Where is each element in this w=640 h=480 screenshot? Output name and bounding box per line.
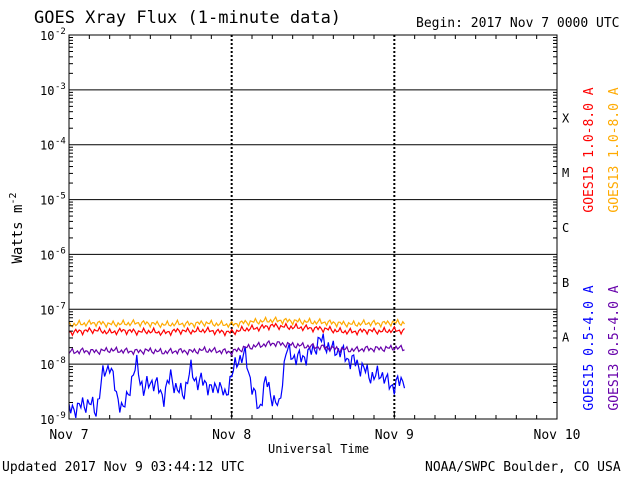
updated-timestamp: Updated 2017 Nov 9 03:44:12 UTC — [2, 460, 245, 475]
y-tick-exponent: -4 — [55, 137, 66, 147]
y-tick-exponent: -6 — [55, 246, 66, 256]
series-line-goes13-1-0-8-0-a — [68, 315, 405, 329]
chart-title: GOES Xray Flux (1-minute data) — [34, 8, 342, 28]
flare-class-label-B: B — [562, 276, 569, 290]
y-tick-label: 10 — [40, 139, 54, 153]
x-tick-label: Nov 9 — [375, 428, 414, 443]
series-line-goes15-1-0-8-0-a — [68, 322, 405, 337]
y-tick-exponent: -8 — [55, 356, 66, 366]
flare-class-label-A: A — [562, 331, 570, 345]
y-axis-label-exponent: -2 — [8, 192, 19, 204]
x-axis-label: Universal Time — [268, 442, 370, 456]
legend: GOES15 1.0-8.0 A GOES13 1.0-8.0 A GOES15 0… — [582, 87, 622, 410]
y-tick-label: 10 — [40, 248, 54, 262]
y-tick-label: 10 — [40, 194, 54, 208]
y-tick-label: 10 — [40, 413, 54, 427]
flare-class-label-C: C — [562, 221, 569, 235]
y-tick-exponent: -5 — [55, 192, 66, 202]
y-tick-label: 10 — [40, 84, 54, 98]
begin-time-label: Begin: 2017 Nov 7 0000 UTC — [416, 16, 620, 31]
x-tick-label: Nov 10 — [534, 428, 581, 443]
legend-entry: GOES13 1.0-8.0 A — [607, 87, 622, 212]
x-tick-label: Nov 8 — [212, 428, 251, 443]
y-tick-exponent: -3 — [55, 82, 66, 92]
y-tick-label: 10 — [40, 29, 54, 43]
y-tick-label: 10 — [40, 303, 54, 317]
legend-entry: GOES15 1.0-8.0 A — [582, 87, 597, 212]
y-tick-exponent: -9 — [55, 411, 66, 421]
y-tick-label: 10 — [40, 358, 54, 372]
series-line-goes13-0-5-4-0-a — [68, 339, 405, 357]
x-tick-label: Nov 7 — [49, 428, 88, 443]
plot-frame — [68, 34, 558, 420]
y-tick-exponent: -2 — [55, 27, 66, 37]
credit-label: NOAA/SWPC Boulder, CO USA — [425, 460, 621, 475]
legend-entry: GOES15 0.5-4.0 A — [582, 285, 597, 410]
flare-class-label-M: M — [562, 166, 569, 180]
grid — [69, 35, 557, 419]
y-tick-exponent: -7 — [55, 301, 66, 311]
series-line-goes15-0-5-4-0-a — [68, 333, 406, 419]
y-axis-label-main: Watts m — [10, 205, 26, 264]
series-lines — [68, 315, 406, 419]
y-axis-label: Watts m-2 — [8, 192, 26, 263]
legend-entry: GOES13 0.5-4.0 A — [607, 285, 622, 410]
flare-class-label-X: X — [562, 111, 570, 125]
